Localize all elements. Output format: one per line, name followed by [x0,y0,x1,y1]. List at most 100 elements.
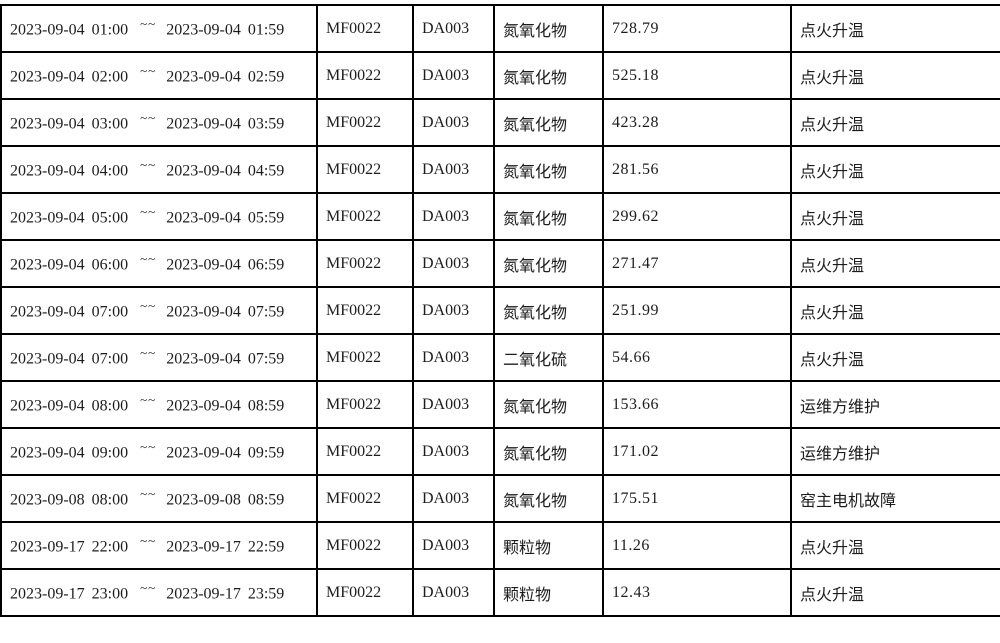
time-range-end: 2023-09-17 23:59 [166,585,285,603]
time-range-end: 2023-09-04 05:59 [166,209,285,227]
cell-facility-code: MF0022 [316,474,414,523]
cell-outlet-code: DA003 [412,286,495,335]
cell-pollutant: 氮氧化物 [493,380,604,429]
cell-reason: 运维方维护 [790,427,1000,476]
cell-reason: 点火升温 [790,98,1000,147]
cell-reason: 点火升温 [790,192,1000,241]
cell-facility-code: MF0022 [316,568,414,617]
range-separator: ~~ [140,439,157,455]
time-range-end: 2023-09-04 01:59 [166,21,285,39]
time-range-start: 2023-09-04 07:00 [10,303,129,321]
time-range-end: 2023-09-08 08:59 [166,491,285,509]
time-range-start: 2023-09-04 09:00 [10,444,129,462]
cell-outlet-code: DA003 [412,521,495,570]
time-range-start: 2023-09-17 22:00 [10,538,129,556]
time-range-start: 2023-09-04 04:00 [10,162,129,180]
cell-value: 299.62 [602,192,792,241]
cell-facility-code: MF0022 [316,427,414,476]
cell-reason: 点火升温 [790,239,1000,288]
cell-value: 12.43 [602,568,792,617]
time-range-start: 2023-09-04 08:00 [10,397,129,415]
time-range-start: 2023-09-04 03:00 [10,115,129,133]
cell-facility-code: MF0022 [316,51,414,100]
cell-pollutant: 颗粒物 [493,521,604,570]
cell-time-range: 2023-09-04 08:00 ~~ 2023-09-04 08:59 [0,380,318,429]
table-row: 2023-09-04 07:00 ~~ 2023-09-04 07:59 MF002… [0,286,1000,335]
time-range-start: 2023-09-04 06:00 [10,256,129,274]
cell-facility-code: MF0022 [316,333,414,382]
table-row: 2023-09-04 03:00 ~~ 2023-09-04 03:59 MF002… [0,98,1000,147]
time-range-end: 2023-09-04 07:59 [166,350,285,368]
cell-facility-code: MF0022 [316,380,414,429]
cell-pollutant: 氮氧化物 [493,98,604,147]
cell-facility-code: MF0022 [316,98,414,147]
cell-outlet-code: DA003 [412,333,495,382]
cell-reason: 点火升温 [790,145,1000,194]
cell-reason: 点火升温 [790,286,1000,335]
cell-outlet-code: DA003 [412,4,495,53]
range-separator: ~~ [140,392,157,408]
cell-pollutant: 颗粒物 [493,568,604,617]
table-row: 2023-09-04 05:00 ~~ 2023-09-04 05:59 MF002… [0,192,1000,241]
cell-outlet-code: DA003 [412,98,495,147]
time-range-end: 2023-09-04 07:59 [166,303,285,321]
cell-time-range: 2023-09-04 09:00 ~~ 2023-09-04 09:59 [0,427,318,476]
cell-reason: 点火升温 [790,568,1000,617]
cell-facility-code: MF0022 [316,239,414,288]
cell-reason: 点火升温 [790,4,1000,53]
cell-time-range: 2023-09-08 08:00 ~~ 2023-09-08 08:59 [0,474,318,523]
cell-time-range: 2023-09-04 07:00 ~~ 2023-09-04 07:59 [0,333,318,382]
cell-pollutant: 氮氧化物 [493,4,604,53]
cell-reason: 窑主电机故障 [790,474,1000,523]
cell-value: 281.56 [602,145,792,194]
time-range-start: 2023-09-04 07:00 [10,350,129,368]
cell-time-range: 2023-09-04 01:00 ~~ 2023-09-04 01:59 [0,4,318,53]
cell-pollutant: 氮氧化物 [493,427,604,476]
cell-time-range: 2023-09-04 03:00 ~~ 2023-09-04 03:59 [0,98,318,147]
time-range-end: 2023-09-04 03:59 [166,115,285,133]
cell-value: 153.66 [602,380,792,429]
table-row: 2023-09-17 22:00 ~~ 2023-09-17 22:59 MF002… [0,521,1000,570]
cell-reason: 运维方维护 [790,380,1000,429]
cell-outlet-code: DA003 [412,239,495,288]
time-range-start: 2023-09-08 08:00 [10,491,129,509]
range-separator: ~~ [140,204,157,220]
range-separator: ~~ [140,580,157,596]
cell-value: 251.99 [602,286,792,335]
cell-outlet-code: DA003 [412,192,495,241]
cell-time-range: 2023-09-04 06:00 ~~ 2023-09-04 06:59 [0,239,318,288]
range-separator: ~~ [140,110,157,126]
range-separator: ~~ [140,251,157,267]
cell-pollutant: 氮氧化物 [493,286,604,335]
cell-pollutant: 二氧化硫 [493,333,604,382]
report-table-body: 2023-09-04 01:00 ~~ 2023-09-04 01:59 MF002… [0,4,1000,617]
time-range-start: 2023-09-04 01:00 [10,21,129,39]
range-separator: ~~ [140,16,157,32]
time-range-start: 2023-09-04 05:00 [10,209,129,227]
time-range-end: 2023-09-04 06:59 [166,256,285,274]
time-range-end: 2023-09-17 22:59 [166,538,285,556]
table-row: 2023-09-04 09:00 ~~ 2023-09-04 09:59 MF002… [0,427,1000,476]
cell-facility-code: MF0022 [316,4,414,53]
range-separator: ~~ [140,63,157,79]
cell-pollutant: 氮氧化物 [493,145,604,194]
cell-facility-code: MF0022 [316,521,414,570]
table-row: 2023-09-17 23:00 ~~ 2023-09-17 23:59 MF002… [0,568,1000,617]
cell-outlet-code: DA003 [412,474,495,523]
time-range-start: 2023-09-04 02:00 [10,68,129,86]
cell-facility-code: MF0022 [316,145,414,194]
cell-outlet-code: DA003 [412,51,495,100]
range-separator: ~~ [140,298,157,314]
table-row: 2023-09-04 08:00 ~~ 2023-09-04 08:59 MF002… [0,380,1000,429]
cell-facility-code: MF0022 [316,286,414,335]
cell-value: 271.47 [602,239,792,288]
cell-value: 175.51 [602,474,792,523]
cell-value: 525.18 [602,51,792,100]
cell-value: 11.26 [602,521,792,570]
table-row: 2023-09-08 08:00 ~~ 2023-09-08 08:59 MF002… [0,474,1000,523]
cell-pollutant: 氮氧化物 [493,474,604,523]
cell-time-range: 2023-09-04 07:00 ~~ 2023-09-04 07:59 [0,286,318,335]
table-row: 2023-09-04 02:00 ~~ 2023-09-04 02:59 MF002… [0,51,1000,100]
cell-time-range: 2023-09-04 02:00 ~~ 2023-09-04 02:59 [0,51,318,100]
cell-time-range: 2023-09-17 23:00 ~~ 2023-09-17 23:59 [0,568,318,617]
